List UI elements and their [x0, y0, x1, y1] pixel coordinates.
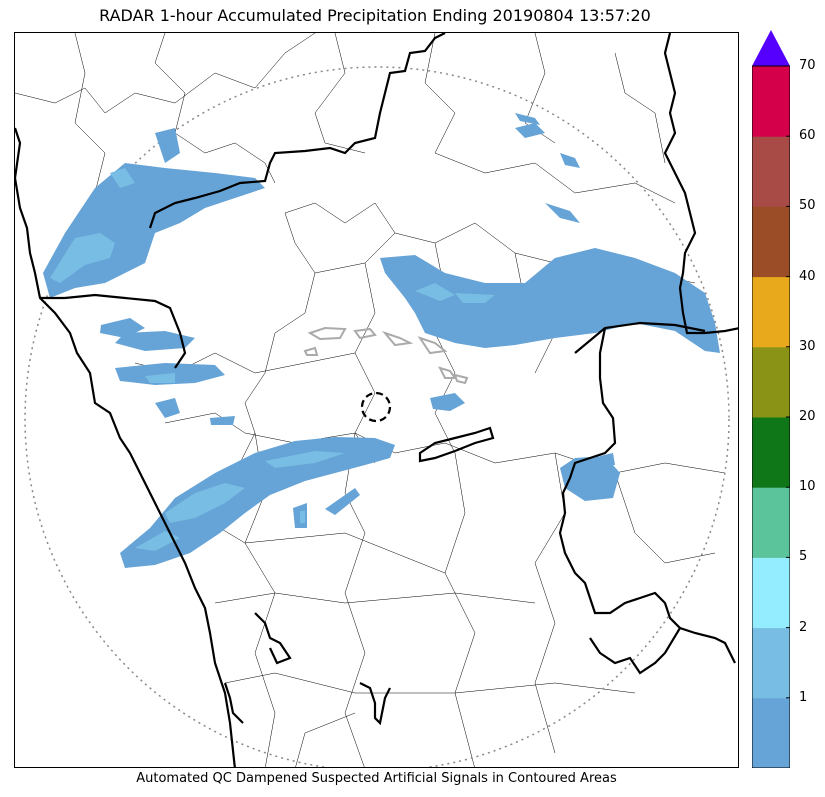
- colorbar-bin: [752, 627, 790, 699]
- colorbar-tick-label: 5: [799, 549, 808, 565]
- colorbar-bin: [752, 557, 790, 629]
- radar-map: [14, 32, 739, 768]
- colorbar-bin: [752, 276, 790, 348]
- colorbar-bin: [752, 417, 790, 488]
- colorbar-tick-label: 30: [799, 338, 816, 354]
- qc-footnote: Automated QC Dampened Suspected Artifici…: [136, 771, 617, 786]
- precipitation-light: [43, 113, 720, 568]
- colorbar-frame: [752, 65, 790, 768]
- colorbar-tick-label: 50: [799, 198, 816, 214]
- colorbar-bin: [752, 136, 790, 207]
- colorbar: [752, 30, 790, 768]
- radar-site-marker: [360, 391, 392, 423]
- colorbar-bin: [752, 206, 790, 278]
- colorbar-tick-label: 70: [799, 58, 816, 73]
- chart-title: RADAR 1-hour Accumulated Precipitation E…: [99, 6, 651, 25]
- colorbar-tick-label: 60: [799, 128, 816, 144]
- colorbar-tick-label: 40: [799, 268, 816, 284]
- colorbar-bin: [752, 487, 790, 558]
- range-ring: [24, 66, 730, 767]
- colorbar-tick-label: 10: [799, 479, 816, 495]
- colorbar-extend-triangle: [752, 30, 790, 66]
- qc-contours: [303, 326, 469, 385]
- colorbar-bin: [752, 346, 790, 418]
- colorbar-bins: [752, 66, 790, 768]
- state-borders: [15, 33, 738, 767]
- colorbar-tick-label: 20: [799, 409, 816, 424]
- precipitation-medium: [50, 168, 495, 551]
- colorbar-bin: [752, 66, 790, 137]
- colorbar-ticks: [786, 65, 790, 699]
- district-boundaries: [15, 33, 726, 767]
- colorbar-tick-label: 1: [799, 689, 808, 705]
- colorbar-tick-label: 2: [799, 619, 808, 635]
- radar-map-svg: [15, 33, 738, 767]
- colorbar-bin: [752, 697, 790, 768]
